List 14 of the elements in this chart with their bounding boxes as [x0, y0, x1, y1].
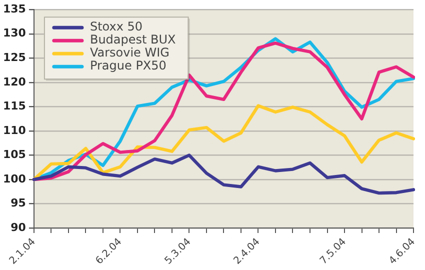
y-tick-label: 105 — [2, 148, 26, 162]
legend-label: Prague PX50 — [90, 58, 166, 73]
y-tick-label: 120 — [2, 75, 26, 88]
legend-label: Stoxx 50 — [90, 20, 143, 34]
y-tick-label: 100 — [2, 172, 26, 186]
legend-label: Varsovie WIG — [90, 46, 170, 60]
y-tick-label: 110 — [2, 124, 26, 137]
y-tick-label: 90 — [10, 220, 26, 234]
legend-label: Budapest BUX — [90, 32, 176, 47]
y-tick-label: 95 — [10, 196, 26, 210]
y-tick-label: 125 — [2, 51, 26, 64]
y-tick-label: 130 — [2, 26, 26, 40]
y-tick-label: 135 — [2, 2, 26, 16]
y-tick-label: 115 — [2, 100, 26, 113]
